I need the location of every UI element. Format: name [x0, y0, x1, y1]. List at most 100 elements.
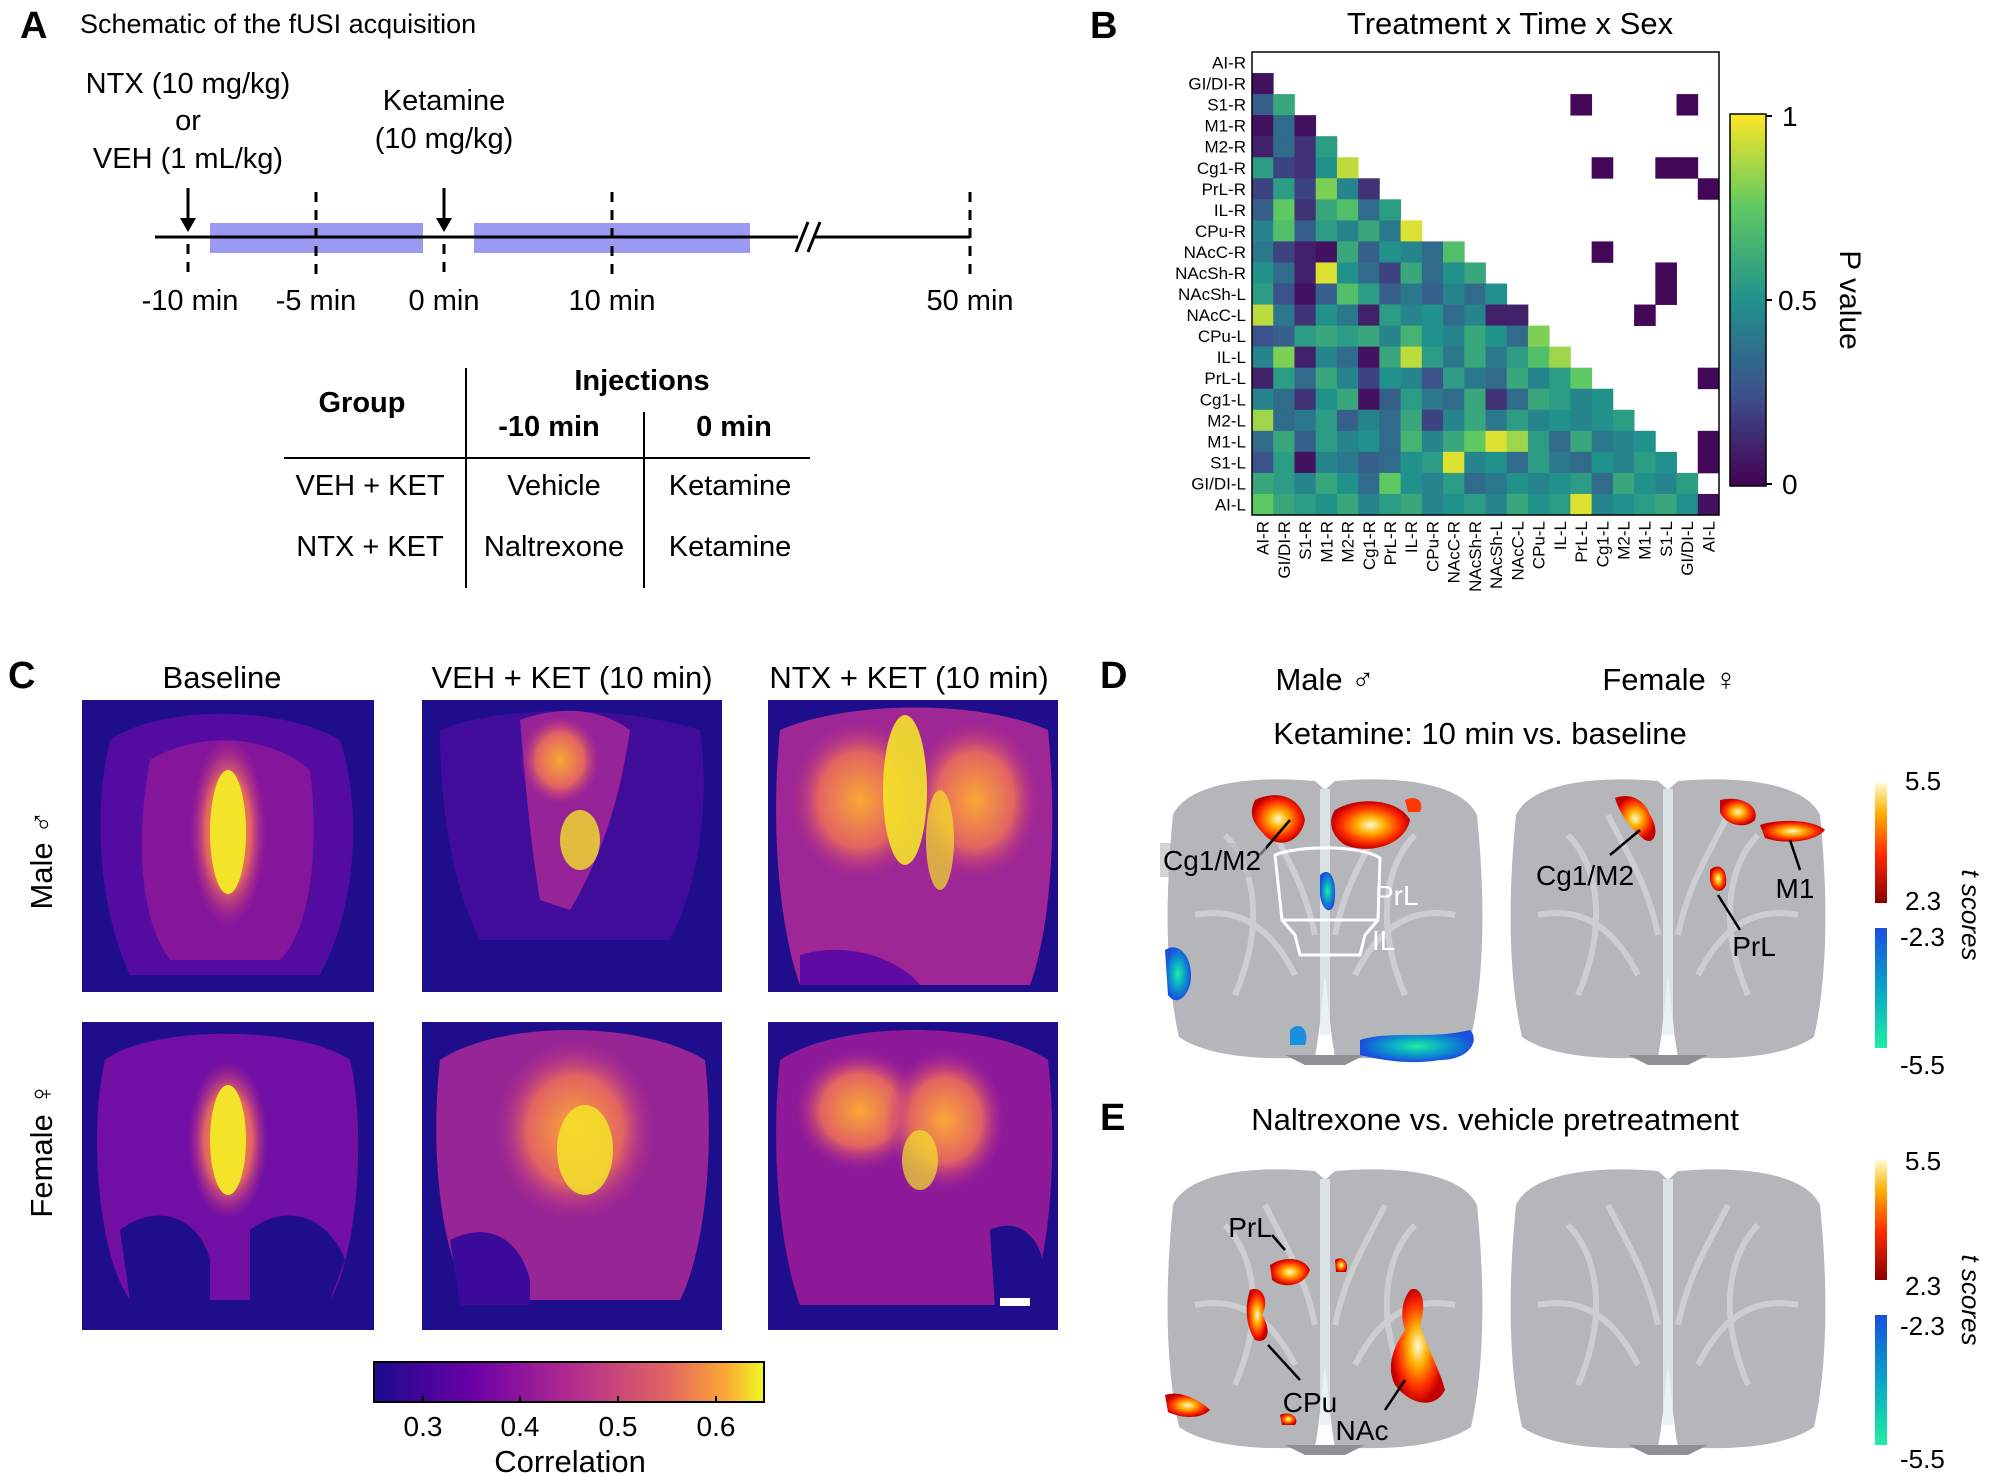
- heatmap-cell: [1549, 367, 1571, 390]
- heatmap-cell: [1570, 409, 1593, 432]
- heatmap-cell: [1527, 409, 1550, 432]
- heatmap-cell: [1294, 388, 1317, 411]
- tscore-colorbar-d: 5.5 2.3 -2.3 -5.5 t scores: [1875, 766, 1986, 1080]
- col-title: VEH + KET (10 min): [431, 660, 712, 695]
- heatmap-cell: [1612, 451, 1635, 474]
- heatmap-col-label: Cg1-R: [1360, 521, 1379, 570]
- heatmap-cell: [1273, 388, 1295, 411]
- pvalue-colorbar-label: P value: [1833, 250, 1866, 350]
- heatmap-cell: [1485, 451, 1508, 474]
- heatmap-cell: [1358, 409, 1380, 432]
- heatmap-col-label: M2-L: [1614, 521, 1633, 560]
- panel-d-subtitle: Ketamine: 10 min vs. baseline: [1273, 716, 1687, 751]
- heatmap-significant-cell: [1676, 94, 1699, 116]
- map-male-baseline: [82, 700, 374, 992]
- correlation-colorbar: [373, 1361, 765, 1403]
- heatmap-cell: [1315, 262, 1338, 284]
- heatmap-cell: [1400, 346, 1423, 369]
- table-header-col2: 0 min: [696, 411, 772, 443]
- heatmap-cell: [1464, 262, 1486, 284]
- female-title: Female ♀: [1602, 662, 1737, 697]
- heatmap-row-label: IL-R: [1214, 201, 1246, 220]
- heatmap-cell: [1315, 157, 1338, 179]
- heatmap-cell: [1273, 430, 1295, 453]
- heatmap-cell: [1252, 409, 1274, 432]
- heatmap-cell: [1443, 283, 1465, 305]
- injection-table: Group Injections -10 min 0 min VEH + KET…: [284, 365, 810, 588]
- timepoint-label: 50 min: [926, 285, 1013, 317]
- heatmap-cell: [1315, 241, 1338, 263]
- heatmap-cell: [1591, 493, 1614, 516]
- heatmap-cell: [1273, 367, 1295, 390]
- heatmap-col-label: NAcC-L: [1508, 521, 1527, 581]
- heatmap-row-label: IL-L: [1217, 348, 1246, 367]
- heatmap-cell: [1506, 388, 1529, 411]
- heatmap-significant-cell: [1591, 157, 1614, 179]
- heatmap-cell: [1443, 388, 1465, 411]
- heatmap-row-label: M2-L: [1207, 411, 1246, 430]
- heatmap-cell: [1315, 451, 1338, 474]
- heatmap-col-label: PrL-L: [1572, 521, 1591, 563]
- heatmap-cell: [1464, 430, 1486, 453]
- heatmap-cell: [1273, 451, 1295, 474]
- heatmap-cell: [1294, 157, 1317, 179]
- heatmap-cell: [1315, 220, 1338, 242]
- heatmap-significant-cell: [1655, 157, 1677, 179]
- heatmap-cell: [1527, 325, 1550, 348]
- heatmap-cell: [1273, 346, 1295, 369]
- heatmap-cell: [1336, 346, 1359, 369]
- heatmap-cell: [1379, 367, 1401, 390]
- heatmap-cell: [1570, 451, 1593, 474]
- heatmap-cell: [1464, 346, 1486, 369]
- label-nac-e: NAc: [1336, 1415, 1389, 1446]
- heatmap-cell: [1294, 220, 1317, 242]
- label-bg: [1160, 843, 1266, 877]
- heatmap-cell: [1294, 451, 1317, 474]
- heatmap-cell: [1315, 136, 1338, 158]
- heatmap-cell: [1315, 346, 1338, 369]
- heatmap-row-label: NAcSh-L: [1178, 285, 1246, 304]
- heatmap-cell: [1273, 157, 1295, 179]
- heatmap-cell: [1549, 451, 1571, 474]
- heatmap-cell: [1379, 472, 1401, 495]
- pvalue-tick: 1: [1782, 101, 1798, 132]
- heatmap-col-label: GI/DI-L: [1678, 521, 1697, 576]
- heatmap-cell: [1464, 325, 1486, 348]
- heatmap-row-label: GI/DI-R: [1188, 75, 1246, 94]
- heatmap-cell: [1379, 304, 1401, 326]
- heatmap-cell: [1485, 388, 1508, 411]
- heatmap-cell: [1634, 493, 1656, 516]
- correlation-tick: 0.6: [697, 1411, 736, 1442]
- heatmap-cell: [1591, 388, 1614, 411]
- heatmap-cell: [1252, 136, 1274, 158]
- tscore-tick: 2.3: [1905, 886, 1941, 916]
- heatmap-cell: [1485, 283, 1508, 305]
- heatmap-cell: [1612, 409, 1635, 432]
- heatmap-cell: [1252, 346, 1274, 369]
- heatmap-cell: [1336, 283, 1359, 305]
- heatmap-col-label: NAcSh-R: [1466, 521, 1485, 592]
- heatmap-cell: [1443, 367, 1465, 390]
- heatmap-significant-cell: [1697, 178, 1720, 200]
- heatmap-cell: [1315, 472, 1338, 495]
- heatmap-row-label: NAcSh-R: [1175, 264, 1246, 283]
- tscore-colorbar-e: 5.5 2.3 -2.3 -5.5 t scores: [1875, 1146, 1986, 1474]
- heatmap-cell: [1358, 241, 1380, 263]
- heatmap-cell: [1527, 430, 1550, 453]
- heatmap-col-label: AI-R: [1254, 521, 1273, 555]
- heatmap-col-labels: AI-R GI/DI-R S1-R M1-R M2-R Cg1-R PrL-R IL-R CPu…: [1254, 521, 1719, 592]
- heatmap-cell: [1421, 325, 1444, 348]
- heatmap-cell: [1634, 451, 1656, 474]
- roi-outline-prl-il: [1273, 846, 1382, 957]
- heatmap-cell: [1443, 304, 1465, 326]
- heatmap-cell: [1443, 472, 1465, 495]
- heatmap-cell: [1379, 388, 1401, 411]
- heatmap-cell: [1273, 325, 1295, 348]
- map-male-ntx-ket: [768, 700, 1058, 992]
- heatmap-cell: [1294, 136, 1317, 158]
- tscore-tick: 5.5: [1905, 1146, 1941, 1176]
- heatmap-col-label: PrL-R: [1381, 521, 1400, 565]
- heatmap-row-label: S1-R: [1207, 96, 1246, 115]
- heatmap-cell: [1336, 430, 1359, 453]
- heatmap-cell: [1273, 94, 1295, 116]
